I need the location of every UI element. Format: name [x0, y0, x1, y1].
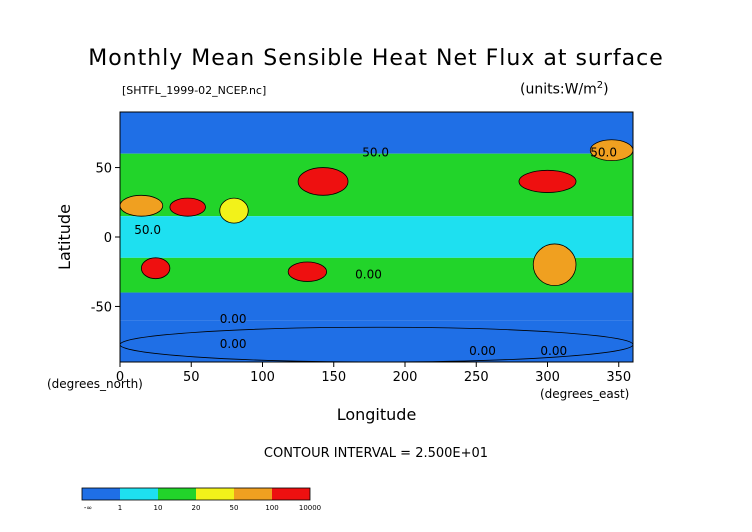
colorbar-tick-label: 1: [118, 504, 122, 512]
colorbar-tick-label: 100: [265, 504, 278, 512]
contour-annotation: 50.0: [362, 145, 389, 159]
region-kuroshio: [297, 167, 349, 196]
axes: 0 50 100 150 200 250 300 350 -50 0 50 Longitude Lati…: [47, 162, 631, 424]
y-tick-label: 50: [95, 162, 112, 177]
contour-annotations: 0.00 0.00 0.00 0.00 0.00 50.0 50.0 50.0: [134, 145, 617, 358]
colorbar: -∞ 1 10 20 50 100 10000: [81, 487, 321, 512]
contour-annotation: 0.00: [540, 344, 567, 358]
y-tick-label: -50: [91, 300, 112, 315]
lat-band-4: [120, 292, 633, 321]
x-tick-label: 150: [321, 370, 346, 385]
x-units-label: (degrees_east): [540, 387, 629, 401]
contour-annotation: 0.00: [469, 344, 496, 358]
contour-annotation: 50.0: [134, 223, 161, 237]
region-india: [219, 197, 249, 224]
colorbar-frame: [81, 487, 311, 501]
colorbar-tick-label: 20: [192, 504, 201, 512]
colorbar-tick-label: 50: [230, 504, 239, 512]
colorbar-swatch: [272, 488, 310, 500]
source-label: [SHTFL_1999-02_NCEP.nc]: [122, 84, 267, 97]
contour-annotation: 0.00: [220, 312, 247, 326]
contour-interval-label: CONTOUR INTERVAL = 2.500E+01: [263, 446, 489, 461]
plot-area: [119, 111, 634, 363]
region-sahara: [119, 194, 164, 217]
region-south-america: [532, 243, 577, 287]
y-axis-title: Latitude: [55, 204, 74, 270]
region-southern-africa: [140, 257, 171, 280]
units-label: (units:W/m2): [520, 80, 609, 98]
colorbar-tick-label: 10000: [299, 504, 321, 512]
colorbar-swatch: [196, 488, 234, 500]
contour-annotation: 0.00: [355, 268, 382, 282]
colorbar-tick-label: -∞: [84, 504, 92, 512]
chart-title: Monthly Mean Sensible Heat Net Flux at s…: [88, 46, 664, 71]
y-tick-label: 0: [104, 231, 112, 246]
y-units-label: (degrees_north): [47, 377, 143, 391]
x-tick-label: 0: [116, 370, 124, 385]
contour-annotation: 0.00: [220, 337, 247, 351]
x-tick-label: 250: [464, 370, 489, 385]
region-australia: [287, 261, 328, 282]
region-arabia: [169, 197, 206, 217]
lat-band-0: [120, 112, 633, 154]
colorbar-tick-label: 10: [154, 504, 163, 512]
region-gulf-stream: [518, 169, 577, 193]
x-tick-label: 200: [393, 370, 418, 385]
x-tick-label: 300: [535, 370, 560, 385]
colorbar-swatch: [234, 488, 272, 500]
x-tick-label: 50: [183, 370, 200, 385]
colorbar-swatch: [120, 488, 158, 500]
colorbar-swatch: [158, 488, 196, 500]
x-axis-title: Longitude: [337, 405, 417, 424]
colorbar-swatch: [82, 488, 120, 500]
contour-annotation: 50.0: [590, 145, 617, 159]
x-tick-label: 350: [606, 370, 631, 385]
x-tick-label: 100: [250, 370, 275, 385]
